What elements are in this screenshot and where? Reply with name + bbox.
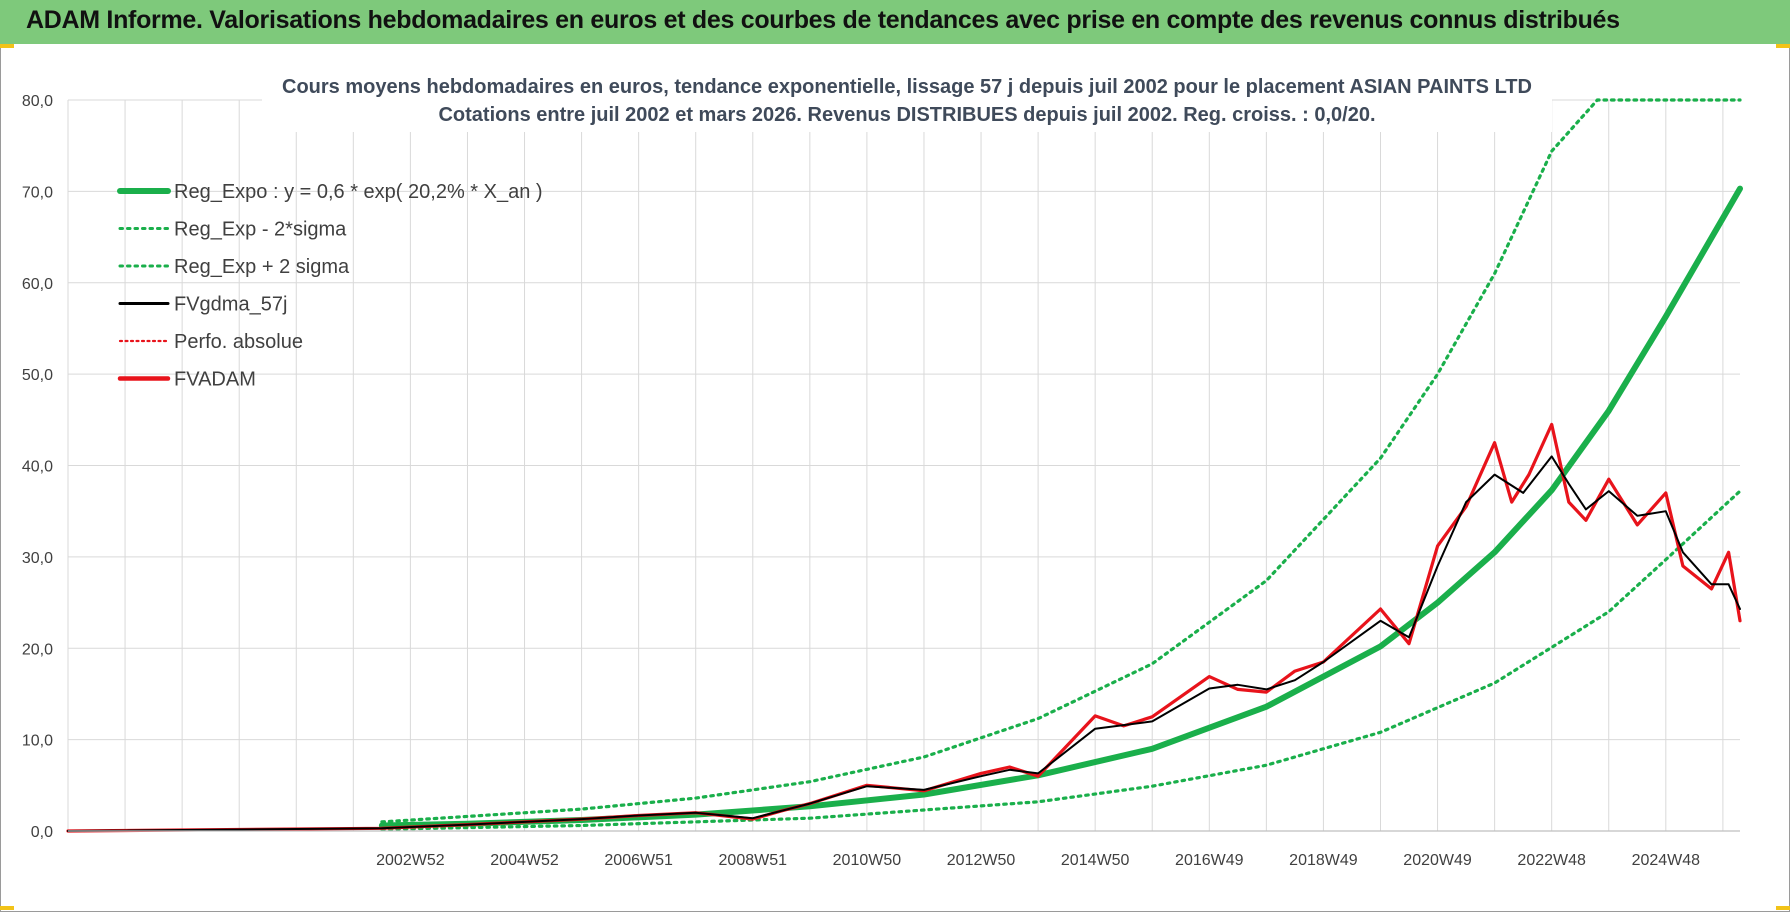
series-line-reg-expo (378, 185, 1743, 829)
y-tick-label: 40,0 (22, 459, 53, 476)
legend-label-fvadam: FVADAM (174, 369, 256, 391)
chart-title-group: Cours moyens hebdomadaires en euros, ten… (262, 66, 1552, 132)
y-tick-label: 70,0 (22, 184, 53, 201)
x-tick-label: 2012W50 (947, 852, 1016, 869)
y-tick-label: 0,0 (31, 824, 53, 841)
y-tick-label: 60,0 (22, 276, 53, 293)
legend-label-fvgdma: FVgdma_57j (174, 294, 287, 316)
corner-marker (1776, 906, 1790, 910)
series-group (66, 98, 1743, 833)
x-tick-label: 2002W52 (376, 852, 445, 869)
legend-label-sigma_plus: Reg_Exp + 2 sigma (174, 256, 350, 278)
axes: 0,0 10,0 20,0 30,0 40,0 50,0 60,0 70,0 80,0 2002W… (22, 93, 1740, 869)
legend: Reg_Expo : y = 0,6 * exp( 20,2% * X_an )… (117, 181, 543, 391)
x-tick-label: 2016W49 (1175, 852, 1244, 869)
chart-subtitle: Cotations entre juil 2002 et mars 2026. … (438, 104, 1375, 126)
x-tick-label: 2020W49 (1403, 852, 1472, 869)
y-tick-label: 20,0 (22, 641, 53, 658)
series-line-reg-exp-2-sigma (380, 489, 1742, 831)
series-line-reg-exp-2-sigma (380, 98, 1742, 824)
chart-title: Cours moyens hebdomadaires en euros, ten… (282, 76, 1532, 98)
chart: Cours moyens hebdomadaires en euros, ten… (22, 66, 1743, 869)
y-tick-label: 10,0 (22, 733, 53, 750)
series-line-fvadam (66, 422, 1742, 833)
x-tick-label: 2008W51 (719, 852, 788, 869)
y-tick-label: 50,0 (22, 367, 53, 384)
page-title: ADAM Informe. Valorisations hebdomadaire… (26, 6, 1620, 34)
series-line-fvgdma-57j (67, 455, 1741, 832)
legend-label-perfo: Perfo. absolue (174, 331, 303, 353)
y-tick-label: 80,0 (22, 93, 53, 110)
x-tick-label: 2018W49 (1289, 852, 1358, 869)
corner-marker (0, 906, 14, 910)
corner-marker (0, 44, 14, 48)
legend-label-sigma_minus: Reg_Exp - 2*sigma (174, 219, 347, 241)
x-tick-label: 2022W48 (1517, 852, 1586, 869)
header-banner: ADAM Informe. Valorisations hebdomadaire… (0, 0, 1790, 44)
y-tick-label: 30,0 (22, 550, 53, 567)
x-tick-label: 2014W50 (1061, 852, 1130, 869)
x-tick-label: 2006W51 (604, 852, 673, 869)
title-background (262, 66, 1552, 132)
x-tick-label: 2024W48 (1632, 852, 1701, 869)
x-tick-label: 2010W50 (833, 852, 902, 869)
grid (67, 99, 1740, 832)
corner-marker (1776, 44, 1790, 48)
x-tick-label: 2004W52 (490, 852, 559, 869)
legend-label-reg_expo: Reg_Expo : y = 0,6 * exp( 20,2% * X_an ) (174, 181, 543, 203)
